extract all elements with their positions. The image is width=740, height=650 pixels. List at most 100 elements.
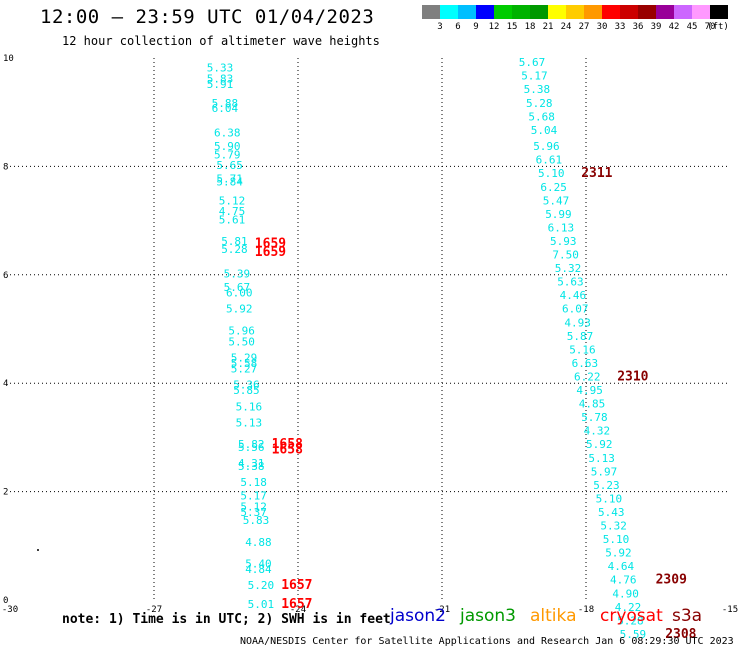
wave-height-label: 6.38	[214, 127, 241, 140]
pass-number-label: 2308	[665, 627, 696, 642]
color-scale-label: (ft)	[707, 22, 729, 32]
y-tick-label: 2	[3, 488, 8, 498]
wave-height-label: 5.58	[231, 357, 257, 370]
wave-height-label: 6.04	[212, 102, 239, 115]
color-swatch	[566, 5, 584, 19]
wave-height-label: 5.28	[617, 614, 644, 627]
color-scale-label: 27	[578, 22, 590, 32]
pass-number-label: 1659	[255, 237, 286, 252]
color-swatch	[638, 5, 656, 19]
wave-height-label: 5.84	[216, 175, 243, 188]
color-swatch	[530, 5, 548, 19]
wave-height-label: 5.12	[219, 194, 246, 207]
wave-height-label: 5.93	[550, 235, 577, 248]
color-scale-label: 36	[632, 22, 644, 32]
legend-s3a: s3a	[672, 606, 703, 626]
color-scale-label: 15	[506, 22, 518, 32]
color-swatch	[584, 5, 602, 19]
wave-height-label: 5.90	[214, 140, 241, 153]
wave-height-label: 5.28	[221, 243, 248, 256]
wave-height-label: 6.07	[562, 303, 589, 316]
chart-subtitle: 12 hour collection of altimeter wave hei…	[62, 34, 380, 48]
wave-height-label: 4.46	[560, 289, 587, 302]
pass-number-label: 1657	[281, 578, 312, 593]
pass-number-label: 2310	[617, 369, 648, 384]
color-swatch	[710, 5, 728, 19]
legend-jason3: jason3	[460, 606, 516, 626]
data-labels: 5.335.835.915.886.046.385.905.795.655.71…	[207, 56, 646, 641]
wave-height-label: 5.17	[240, 490, 267, 503]
wave-height-label: 4.84	[245, 563, 272, 576]
wave-height-label: 5.40	[245, 557, 272, 570]
color-swatch	[602, 5, 620, 19]
wave-height-label: 5.16	[569, 343, 596, 356]
pass-number-label: 1658	[272, 443, 303, 458]
color-swatch	[422, 5, 440, 19]
wave-height-label: 6.25	[540, 181, 567, 194]
wave-height-label: 5.96	[533, 140, 560, 153]
x-tick-label: -27	[146, 605, 162, 615]
wave-height-label: 5.83	[207, 72, 234, 85]
wave-height-label: 5.82	[238, 438, 265, 451]
color-swatch	[656, 5, 674, 19]
wave-height-label: 5.68	[528, 110, 555, 123]
wave-height-label: 4.76	[610, 574, 637, 587]
y-tick-label: 8	[3, 162, 8, 172]
axis-tick-labels: -30 -27 -24 -21 -18 -15 0 2 4 6 8 10	[2, 54, 738, 615]
wave-height-label: 5.23	[593, 479, 620, 492]
wave-height-label: 5.39	[224, 268, 251, 281]
wave-height-label: 5.17	[521, 70, 548, 83]
wave-height-label: 4.22	[615, 601, 642, 614]
x-tick-label: -15	[722, 605, 738, 615]
wave-height-label: 5.50	[228, 335, 255, 348]
plot-grid	[10, 58, 730, 600]
wave-height-label: 5.10	[603, 533, 630, 546]
color-scale-legend: 3 6 9 12 15 18 21 24 27 30 33 36 39 42 45 70 (ft)	[422, 5, 729, 35]
wave-height-label: 5.27	[231, 362, 257, 375]
wave-height-label: 5.67	[519, 56, 546, 69]
wave-height-label: 4.64	[608, 560, 635, 573]
wave-height-label: 5.13	[236, 417, 263, 430]
wave-height-label: 5.13	[588, 452, 615, 465]
chart-title: 12:00 – 23:59 UTC 01/04/2023	[40, 6, 375, 28]
pass-number-label: 1657	[281, 597, 312, 612]
footer-credit: NOAA/NESDIS Center for Satellite Applica…	[240, 636, 734, 647]
wave-height-label: 6.00	[226, 286, 253, 299]
wave-height-label: 4.31	[238, 457, 265, 470]
wave-height-label: 4.95	[576, 384, 603, 397]
wave-height-label: 5.56	[238, 441, 265, 454]
wave-height-label: 5.87	[567, 330, 594, 343]
color-scale-label: 18	[524, 22, 536, 32]
wave-height-label: 5.92	[226, 303, 253, 316]
color-scale-label: 39	[650, 22, 662, 32]
pass-number-label: 2311	[581, 166, 612, 181]
wave-height-label: 5.10	[596, 492, 623, 505]
color-scale-label: 24	[560, 22, 572, 32]
wave-height-label: 6.13	[548, 221, 575, 234]
wave-height-label: 5.65	[216, 159, 243, 172]
wave-height-label: 5.81	[221, 235, 248, 248]
color-swatch	[674, 5, 692, 19]
wave-height-label: 5.37	[240, 506, 267, 519]
wave-height-label: 5.92	[605, 547, 632, 560]
wave-height-label: 5.79	[214, 148, 241, 161]
legend-jason2: jason2	[390, 606, 446, 626]
wave-height-label: 5.96	[228, 324, 255, 337]
legend-cryosat: cryosat	[600, 606, 663, 626]
color-scale-label: 30	[596, 22, 608, 32]
wave-height-label: 5.47	[543, 194, 570, 207]
wave-height-label: 5.01	[248, 598, 275, 611]
color-scale-label: 70	[704, 22, 716, 32]
y-tick-label: 6	[3, 271, 8, 281]
y-tick-label: 10	[3, 54, 14, 64]
wave-height-label: 6.61	[536, 154, 563, 167]
wave-height-label: 5.38	[238, 460, 265, 473]
color-swatch	[458, 5, 476, 19]
wave-height-label: 4.90	[612, 587, 639, 600]
color-scale-swatches	[422, 5, 728, 19]
wave-height-label: 7.50	[552, 249, 579, 262]
wave-height-label: 5.32	[600, 520, 627, 533]
wave-height-label: 5.16	[236, 400, 263, 413]
color-swatch	[548, 5, 566, 19]
legend-altika: altika	[530, 606, 577, 626]
